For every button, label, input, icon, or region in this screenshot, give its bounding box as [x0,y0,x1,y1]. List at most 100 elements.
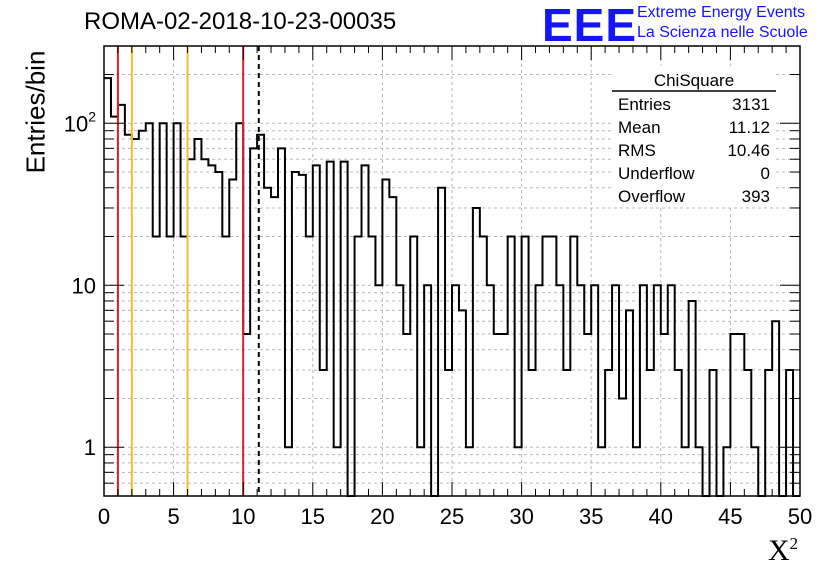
x-axis-label-superscript: 2 [789,534,799,553]
histogram-bin [146,123,153,496]
histogram-bin [104,78,111,496]
histogram-bin [640,285,647,496]
x-tick-label: 45 [718,504,742,529]
chart-title: ROMA-02-2018-10-23-00035 [84,8,397,35]
histogram-bin [480,237,487,496]
y-tick-label-base: 10 [64,111,88,136]
logo-line-2: La Scienza nelle Scuole [637,24,808,41]
histogram-bin [341,162,348,496]
histogram-bin [730,334,737,496]
x-tick-label: 15 [301,504,325,529]
histogram-bin [292,172,299,496]
eee-logo: EEE [542,0,638,51]
histogram-bin [633,447,640,496]
histogram-bin [285,447,292,496]
histogram-bin [654,285,661,496]
histogram-bin [668,285,675,496]
y-tick-label: 1 [84,435,96,460]
histogram-bin [696,447,703,496]
histogram-bin [452,285,459,496]
histogram-bin [501,334,508,496]
histogram-bin [549,237,556,496]
histogram-bin [772,321,779,496]
histogram-bin [577,285,584,496]
histogram-bin [118,105,125,496]
histogram-bin [194,139,201,496]
y-tick-label: 10 [72,273,96,298]
x-tick-label: 20 [370,504,394,529]
histogram-bin [626,310,633,496]
histogram-bin [522,237,529,496]
histogram-bin [181,237,188,496]
stats-row-value: 393 [742,187,770,206]
histogram-bin [682,447,689,496]
histogram-bin [598,447,605,496]
histogram-bin [111,117,118,496]
histogram-bin [250,148,257,496]
histogram-bin [334,447,341,496]
histogram-bin [556,285,563,496]
histogram-bin [362,165,369,496]
histogram-bin [473,208,480,496]
x-tick-label: 50 [788,504,812,529]
histogram-bin [396,285,403,496]
histogram-bin [222,237,229,496]
histogram-bin [368,237,375,496]
histogram-bin [605,370,612,496]
stats-row-value: 0 [761,164,770,183]
stats-box-background [612,66,776,206]
stats-row-label: Overflow [618,187,686,206]
stats-box: ChiSquare Entries 3131 Mean 11.12 RMS 10.46 Und… [612,66,776,206]
histogram-bin [765,370,772,496]
histogram-bin [487,285,494,496]
histogram-bin [382,179,389,496]
histogram-bin [494,334,501,496]
histogram-bin [710,370,717,496]
histogram-bin [424,285,431,496]
reference-lines [116,46,260,496]
histogram-bin [160,123,167,496]
x-tick-label: 5 [167,504,179,529]
histogram-bin [403,334,410,496]
histogram-bin [584,334,591,496]
x-tick-label: 25 [440,504,464,529]
stats-box-title: ChiSquare [654,71,734,90]
stats-row-label: Entries [618,95,671,114]
histogram-bin [723,447,730,496]
histogram-bin [229,179,236,496]
histogram-bin [466,447,473,496]
histogram-bin [570,237,577,496]
histogram-bin [744,370,751,496]
histogram-bin [215,172,222,496]
histogram-bin [445,370,452,496]
histogram-bin [132,139,139,496]
x-tick-label: 10 [231,504,255,529]
histogram-bin [208,165,215,496]
histogram-bin [689,301,696,496]
histogram-bin [591,285,598,496]
histogram-bin [508,237,515,496]
histogram-bin [612,285,619,496]
histogram-bin [257,135,264,496]
histogram-bin [438,188,445,496]
histogram-bin [529,370,536,496]
x-tick-label: 0 [98,504,110,529]
histogram-bin [236,123,243,496]
stats-row-value: 3131 [732,95,770,114]
histogram-bin [271,197,278,496]
histogram-bin [737,334,744,496]
y-axis-label: Entries/bin [20,50,51,174]
histogram-bin [174,123,181,496]
stats-row-value: 10.46 [727,141,770,160]
histogram-bin [139,131,146,496]
histogram-bars [104,77,800,497]
histogram-bin [536,285,543,496]
x-tick-label: 35 [579,504,603,529]
histogram-bin [299,175,306,496]
histogram-bin [786,370,793,496]
histogram-bin [515,447,522,496]
histogram-bin [355,237,362,496]
x-tick-label: 30 [509,504,533,529]
histogram-bin [459,310,466,496]
